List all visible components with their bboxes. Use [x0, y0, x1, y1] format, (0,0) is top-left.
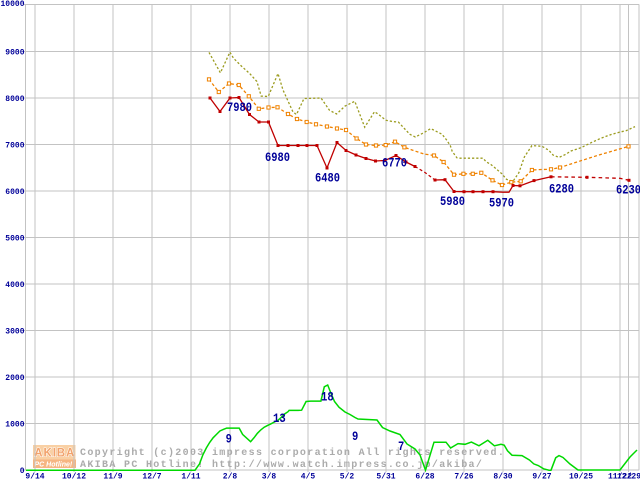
- svg-text:13: 13: [273, 412, 286, 426]
- svg-text:Copyright (c)2003 impress corp: Copyright (c)2003 impress corporation Al…: [80, 447, 505, 459]
- svg-text:10/12: 10/12: [62, 472, 86, 480]
- svg-text:AKIBA: AKIBA: [34, 447, 75, 459]
- svg-text:AKIBA PC Hotline! http://www.: AKIBA PC Hotline! http://www.watch.impre…: [80, 459, 483, 471]
- svg-text:3000: 3000: [5, 327, 24, 336]
- svg-text:1/11: 1/11: [181, 472, 200, 480]
- svg-text:7/26: 7/26: [454, 472, 473, 480]
- svg-text:11/9: 11/9: [103, 472, 122, 480]
- svg-text:9/14: 9/14: [25, 472, 44, 480]
- svg-text:6770: 6770: [382, 157, 407, 171]
- svg-text:6480: 6480: [315, 172, 340, 186]
- svg-text:9000: 9000: [5, 48, 24, 57]
- svg-text:4/5: 4/5: [301, 472, 316, 480]
- svg-text:4000: 4000: [5, 281, 24, 290]
- svg-text:7: 7: [398, 440, 404, 454]
- svg-text:6000: 6000: [5, 188, 24, 197]
- svg-text:8000: 8000: [5, 95, 24, 104]
- svg-text:6280: 6280: [549, 183, 574, 197]
- svg-text:2/8: 2/8: [223, 472, 238, 480]
- svg-text:PC Hotline!: PC Hotline!: [35, 462, 73, 469]
- svg-text:1000: 1000: [5, 420, 24, 429]
- svg-text:7000: 7000: [5, 141, 24, 150]
- svg-text:10/25: 10/25: [569, 472, 593, 480]
- svg-text:0: 0: [20, 467, 25, 476]
- svg-text:8/30: 8/30: [493, 472, 512, 480]
- svg-text:9: 9: [352, 430, 358, 444]
- svg-text:5970: 5970: [489, 197, 514, 211]
- svg-text:5/2: 5/2: [340, 472, 355, 480]
- svg-text:6980: 6980: [265, 151, 290, 165]
- svg-text:9/27: 9/27: [532, 472, 551, 480]
- svg-text:18: 18: [321, 390, 334, 404]
- svg-text:10000: 10000: [0, 0, 24, 9]
- svg-text:6/28: 6/28: [415, 472, 434, 480]
- svg-text:5000: 5000: [5, 234, 24, 243]
- svg-text:5980: 5980: [440, 195, 465, 209]
- svg-text:12/29: 12/29: [617, 472, 640, 480]
- svg-text:6230: 6230: [616, 184, 640, 198]
- svg-text:7980: 7980: [227, 101, 252, 115]
- svg-text:5/31: 5/31: [376, 472, 395, 480]
- svg-text:12/7: 12/7: [142, 472, 161, 480]
- svg-text:2000: 2000: [5, 374, 24, 383]
- svg-text:3/8: 3/8: [262, 472, 277, 480]
- svg-text:11/22: 11/22: [608, 472, 632, 480]
- svg-text:9: 9: [226, 433, 232, 447]
